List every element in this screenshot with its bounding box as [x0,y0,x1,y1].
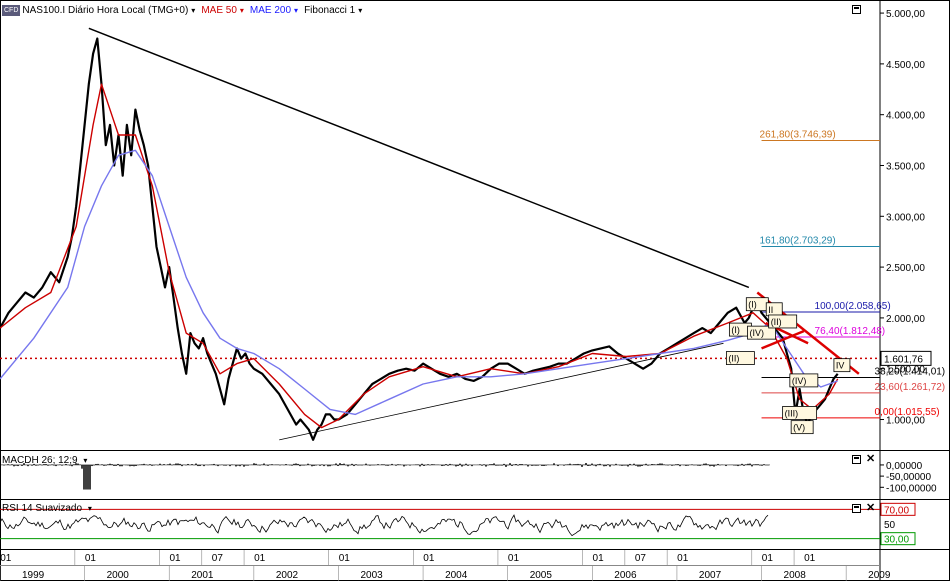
time-axis-year-label: 2009 [868,570,891,581]
time-axis-year-label: 2008 [784,570,807,581]
reference-price-box [880,350,932,366]
price-axis-tick-label: 1.000,00 [886,416,925,427]
price-axis-tick-label: 4.000,00 [886,111,925,122]
wave-label-box [782,406,818,420]
indicator-mae50-label[interactable]: MAE 50 [201,4,237,16]
instrument-title: NAS100.I Diário Hora Local (TMG+0) [22,4,189,16]
macd-axis-tick-label: -50,00000 [886,472,931,483]
macd-axis-tick-label: -100,00000 [886,483,937,494]
series-line-mae-50 [0,83,839,429]
cfd-logo: CFD [2,4,21,16]
time-axis-year-label: 1999 [22,570,45,581]
rsi-level-box [880,532,916,546]
time-axis-month-label: 01 [85,553,97,564]
series-line-mae-200 [0,149,838,416]
macd-panel-close-icon[interactable]: ✕ [866,453,876,465]
macd-panel-minimize-button[interactable] [852,455,861,464]
wave-label: (II) [728,354,739,364]
time-axis-month-label: 01 [169,553,181,564]
rsi-axis-tick-label: 70,00 [884,505,909,516]
wave-label: II [768,305,773,315]
time-axis-month-label: 01 [0,553,12,564]
indicator-fibonacci-label[interactable]: Fibonacci 1 [304,4,356,16]
macd-panel-header: MACDH 26; 12;9 ▾ [2,455,93,466]
wave-label-box [790,420,814,435]
time-axis-month-label: 01 [593,553,605,564]
rsi-panel-close-icon[interactable]: ✕ [866,502,876,514]
wave-label: (IV) [750,328,765,338]
time-axis-month-label: 01 [762,553,774,564]
macd-panel-label: MACDH 26; 12;9 [2,455,78,466]
time-axis-month-label: 01 [254,553,266,564]
fibonacci-dropdown-icon[interactable]: ▾ [358,5,363,15]
price-axis-tick-label: 2.000,00 [886,314,925,325]
wave-label: (V) [793,423,805,433]
series-line-nas100-i [0,37,839,441]
time-axis-month-label: 01 [423,553,435,564]
price-axis-tick-label: 3.500,00 [886,161,925,172]
fibonacci-level-label: 23,60(1.261,72) [875,382,946,393]
wave-label: (IV) [792,376,807,386]
fibonacci-level-label: 161,80(2.703,29) [760,235,836,246]
indicator-mae200-label[interactable]: MAE 200 [249,4,292,16]
time-axis-year-label: 2006 [614,570,637,581]
time-axis-month-label: 07 [212,553,224,564]
wave-label-box [833,358,851,373]
rsi-axis-tick-label: 50 [884,520,896,531]
time-axis-year-label: 2000 [107,570,130,581]
instrument-dropdown-icon[interactable]: ▾ [191,5,196,15]
time-axis-month-label: 01 [339,553,351,564]
fibonacci-level-label: 38,20(1.414,01) [875,366,946,377]
wave-label: IV [836,361,845,371]
wave-label-box [747,325,776,340]
macd-axis-tick-label: 0,00000 [886,461,923,472]
price-axis-tick-label: 5.000,00 [886,9,925,20]
mae200-dropdown-icon[interactable]: ▾ [294,5,299,15]
price-axis-tick-label: 4.500,00 [886,60,925,71]
wave-label: (I) [731,325,740,335]
trendline-uptrend-support [279,342,724,441]
time-axis-month-label: 01 [677,553,689,564]
trendline-red-channel-a [761,329,805,350]
wave-label: (I) [748,300,757,310]
wave-label-box [768,314,798,329]
time-axis-year-label: 2003 [360,570,383,581]
fibonacci-level-label: 0,00(1.015,55) [875,407,940,418]
rsi-level-box [880,502,916,516]
wave-label-box [789,373,819,388]
rsi-panel-minimize-button[interactable] [852,504,861,513]
time-axis-month-label: 07 [635,553,647,564]
trendline-major-downtrend [88,27,750,289]
reference-price-label: 1.601,76 [884,354,923,365]
rsi-dropdown-icon[interactable]: ▾ [87,504,92,513]
price-axis-tick-label: 3.000,00 [886,212,925,223]
rsi-line [0,514,769,537]
time-axis-year-label: 2004 [445,570,468,581]
fibonacci-level-label: 76,40(1.812,48) [815,326,886,337]
chart-header: CFD NAS100.I Diário Hora Local (TMG+0) ▾… [2,3,368,17]
time-axis-month-label: 01 [508,553,520,564]
fibonacci-level-label: 100,00(2.058,65) [815,301,891,312]
price-axis-tick-label: 2.500,00 [886,263,925,274]
rsi-axis-tick-label: 30,00 [884,535,909,546]
time-axis-year-label: 2002 [276,570,299,581]
time-axis-month-label: 01 [804,553,816,564]
rsi-panel-header: RSI 14 Suavizado ▾ [2,503,98,514]
fibonacci-level-label: 261,80(3.746,39) [760,129,836,140]
time-axis-year-label: 2005 [530,570,553,581]
rsi-panel-label: RSI 14 Suavizado [2,503,83,514]
time-axis-year-label: 2007 [699,570,722,581]
time-axis-year-label: 2001 [191,570,214,581]
wave-label: (II) [771,317,782,327]
price-axis-tick-label: 1.500,00 [886,365,925,376]
wave-label: (III) [785,408,799,418]
mae50-dropdown-icon[interactable]: ▾ [239,5,244,15]
wave-label-box [725,351,755,365]
main-panel-minimize-button[interactable] [852,5,861,14]
macd-dropdown-icon[interactable]: ▾ [83,456,88,465]
